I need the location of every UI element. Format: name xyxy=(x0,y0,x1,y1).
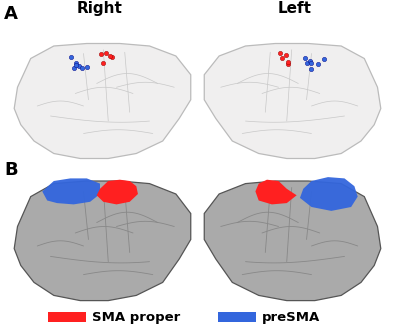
Point xyxy=(276,50,283,56)
Point xyxy=(307,58,313,64)
Point xyxy=(107,53,113,59)
Point xyxy=(79,66,86,71)
Point xyxy=(283,52,289,58)
Polygon shape xyxy=(42,178,100,205)
Point xyxy=(304,61,310,66)
Polygon shape xyxy=(300,177,358,211)
Point xyxy=(285,60,292,65)
Polygon shape xyxy=(14,43,191,159)
Text: SMA proper: SMA proper xyxy=(92,310,180,323)
Polygon shape xyxy=(97,180,138,205)
FancyBboxPatch shape xyxy=(48,312,86,322)
Point xyxy=(315,62,322,67)
Point xyxy=(98,51,104,57)
Point xyxy=(76,64,82,69)
Point xyxy=(321,56,327,62)
Point xyxy=(285,61,292,67)
Point xyxy=(100,60,106,65)
Point xyxy=(71,65,77,70)
Point xyxy=(302,55,309,60)
Text: preSMA: preSMA xyxy=(262,310,320,323)
Point xyxy=(308,60,314,66)
Text: Left: Left xyxy=(278,1,312,16)
Point xyxy=(308,66,314,71)
Text: B: B xyxy=(4,161,18,179)
Text: Right: Right xyxy=(77,1,123,16)
Point xyxy=(73,60,80,66)
Polygon shape xyxy=(256,180,297,205)
Point xyxy=(279,56,285,61)
FancyBboxPatch shape xyxy=(218,312,256,322)
Polygon shape xyxy=(14,181,191,301)
Polygon shape xyxy=(204,43,381,159)
Text: A: A xyxy=(4,5,18,23)
Point xyxy=(73,63,79,68)
Point xyxy=(68,54,74,59)
Point xyxy=(84,65,90,70)
Point xyxy=(109,55,115,60)
Point xyxy=(103,50,110,56)
Polygon shape xyxy=(204,181,381,301)
